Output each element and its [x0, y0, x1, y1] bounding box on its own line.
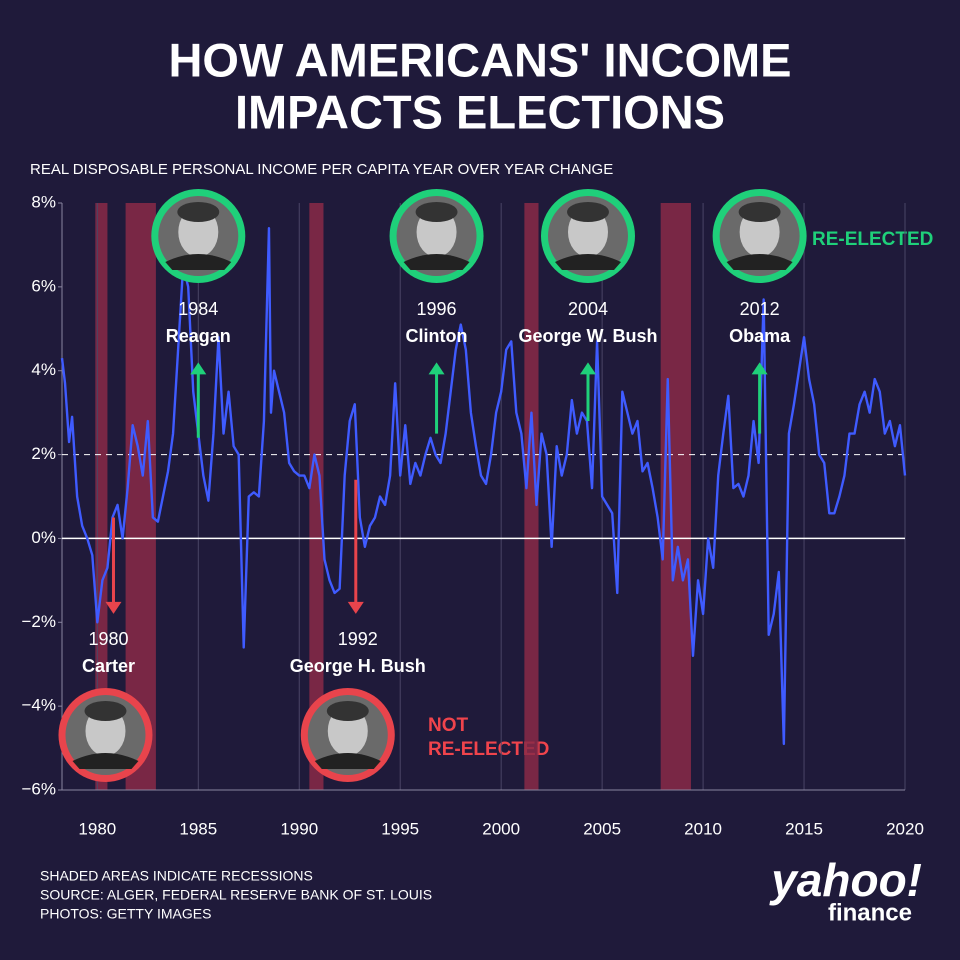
portrait	[151, 189, 246, 283]
annotation-year: 2004	[568, 299, 608, 319]
not-reelected-label: NOT	[428, 715, 469, 736]
y-tick-label: −2%	[22, 612, 57, 631]
x-tick-label: 1995	[381, 819, 419, 838]
annotation-year: 1984	[178, 299, 218, 319]
portrait-hair	[177, 202, 220, 222]
portrait-hair	[738, 202, 781, 222]
y-tick-label: 0%	[31, 528, 56, 547]
x-tick-label: 2015	[785, 819, 823, 838]
chart-title: IMPACTS ELECTIONS	[235, 85, 725, 138]
logo: yahoo!	[769, 854, 922, 906]
income-line	[60, 226, 907, 746]
annotation-year: 1992	[338, 629, 378, 649]
portrait-shoulders	[72, 753, 139, 769]
annotation-name: George W. Bush	[518, 326, 657, 346]
portrait-shoulders	[554, 254, 621, 270]
footnote: SHADED AREAS INDICATE RECESSIONS	[40, 868, 313, 884]
plot-area: 1980 1985 1990 1995 2000 2005 2010 2015 2020 8% 6%…	[22, 192, 924, 838]
y-tick-label: 8%	[31, 192, 56, 211]
annotation-name: Carter	[82, 656, 135, 676]
arrow-head	[105, 601, 122, 614]
annotation-name: Reagan	[166, 326, 231, 346]
reelected-label: RE-ELECTED	[812, 229, 933, 250]
arrow-head	[751, 362, 768, 375]
annotation-name: Clinton	[406, 326, 468, 346]
portrait-shoulders	[314, 753, 381, 769]
x-tick-label: 2020	[886, 819, 924, 838]
x-tick-label: 1985	[179, 819, 217, 838]
arrow-head	[428, 362, 445, 375]
recession-band	[524, 203, 539, 790]
portrait-hair	[84, 701, 127, 721]
arrow-head	[579, 362, 596, 375]
x-tick-label: 2005	[583, 819, 621, 838]
arrow-head	[190, 362, 207, 375]
y-tick-label: −4%	[22, 696, 57, 715]
arrow-head	[347, 601, 364, 614]
portrait-shoulders	[726, 254, 793, 270]
x-tick-label: 1980	[78, 819, 116, 838]
portrait	[300, 688, 395, 782]
y-tick-label: 2%	[31, 444, 56, 463]
portrait-hair	[326, 701, 369, 721]
portrait-hair	[566, 202, 609, 222]
portrait-hair	[415, 202, 458, 222]
subtitle: REAL DISPOSABLE PERSONAL INCOME PER CAPI…	[30, 161, 613, 178]
y-tick-label: 6%	[31, 276, 56, 295]
x-tick-label: 2010	[684, 819, 722, 838]
recession-band	[309, 203, 324, 790]
x-tick-label: 2000	[482, 819, 520, 838]
recession-band	[660, 203, 691, 790]
annotation-year: 1980	[88, 629, 128, 649]
x-tick-label: 1990	[280, 819, 318, 838]
footnote: PHOTOS: GETTY IMAGES	[40, 906, 211, 922]
portrait-shoulders	[403, 254, 470, 270]
portrait	[58, 688, 153, 782]
portrait-shoulders	[165, 254, 232, 270]
portraits	[58, 189, 807, 782]
portrait	[540, 189, 635, 283]
annotation-year: 2012	[740, 299, 780, 319]
portrait	[712, 189, 807, 283]
y-tick-label: 4%	[31, 360, 56, 379]
annotation-name: Obama	[729, 326, 791, 346]
not-reelected-label: RE-ELECTED	[428, 739, 549, 760]
annotation-name: George H. Bush	[290, 656, 426, 676]
y-tick-label: −6%	[22, 779, 57, 798]
chart-title: HOW AMERICANS' INCOME	[168, 33, 791, 86]
annotation-year: 1996	[417, 299, 457, 319]
recession-band	[95, 203, 108, 790]
portrait	[389, 189, 484, 283]
logo: finance	[828, 899, 912, 926]
footnote: SOURCE: ALGER, FEDERAL RESERVE BANK OF S…	[40, 887, 432, 903]
